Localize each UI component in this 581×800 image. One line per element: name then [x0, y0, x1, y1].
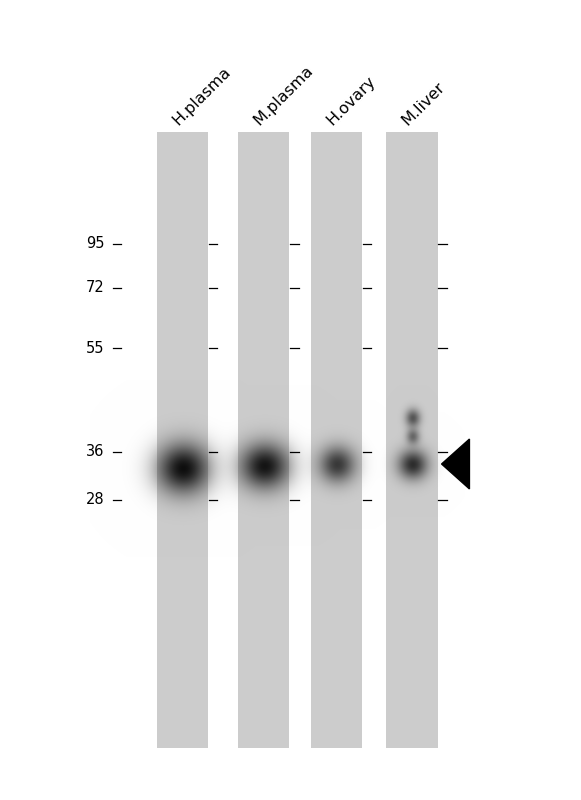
Text: H.ovary: H.ovary — [324, 74, 378, 128]
Text: M.plasma: M.plasma — [251, 62, 316, 128]
Text: 72: 72 — [86, 281, 105, 295]
Text: 36: 36 — [86, 445, 105, 459]
Text: 95: 95 — [86, 237, 105, 251]
Text: M.liver: M.liver — [399, 79, 448, 128]
Text: 28: 28 — [86, 493, 105, 507]
Text: 55: 55 — [86, 341, 105, 355]
Polygon shape — [442, 439, 469, 489]
Text: H.plasma: H.plasma — [170, 64, 234, 128]
